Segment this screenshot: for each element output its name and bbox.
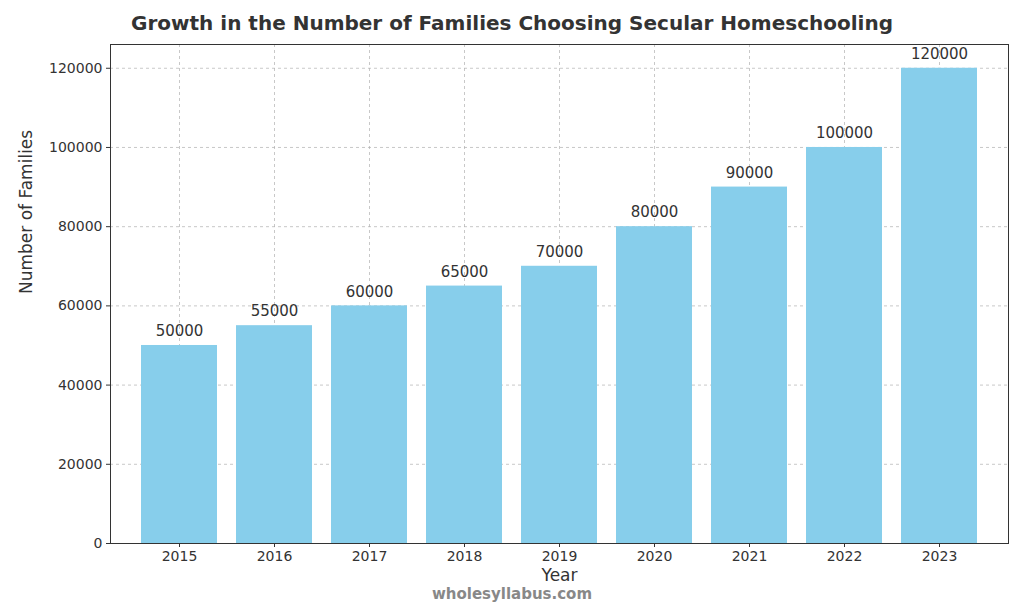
svg-text:80000: 80000 [631, 203, 679, 221]
svg-text:65000: 65000 [441, 263, 489, 281]
svg-text:2018: 2018 [447, 548, 483, 564]
svg-text:2022: 2022 [827, 548, 863, 564]
svg-text:60000: 60000 [346, 283, 394, 301]
svg-text:120000: 120000 [49, 60, 102, 76]
svg-text:40000: 40000 [58, 377, 103, 393]
svg-text:2016: 2016 [257, 548, 293, 564]
svg-text:2019: 2019 [542, 548, 578, 564]
svg-text:60000: 60000 [58, 297, 103, 313]
svg-text:2021: 2021 [732, 548, 768, 564]
svg-text:20000: 20000 [58, 456, 103, 472]
svg-text:2023: 2023 [922, 548, 958, 564]
svg-text:100000: 100000 [816, 124, 873, 142]
html-text:wholesyllabus.com: wholesyllabus.com [431, 585, 593, 603]
svg-text:55000: 55000 [251, 302, 299, 320]
svg-text:Number of Families: Number of Families [16, 130, 36, 294]
svg-text:0: 0 [94, 535, 103, 551]
svg-text:2017: 2017 [352, 548, 388, 564]
html-text:Growth in the Number of Famili: Growth in the Number of Families Choosin… [131, 11, 893, 35]
svg-text:50000: 50000 [156, 322, 204, 340]
svg-text:2015: 2015 [162, 548, 198, 564]
svg-text:2020: 2020 [637, 548, 673, 564]
svg-text:80000: 80000 [58, 218, 103, 234]
svg-text:100000: 100000 [49, 139, 102, 155]
svg-text:90000: 90000 [726, 164, 774, 182]
svg-text:120000: 120000 [911, 45, 968, 63]
svg-text:Year: Year [541, 565, 578, 585]
svg-text:70000: 70000 [536, 243, 584, 261]
